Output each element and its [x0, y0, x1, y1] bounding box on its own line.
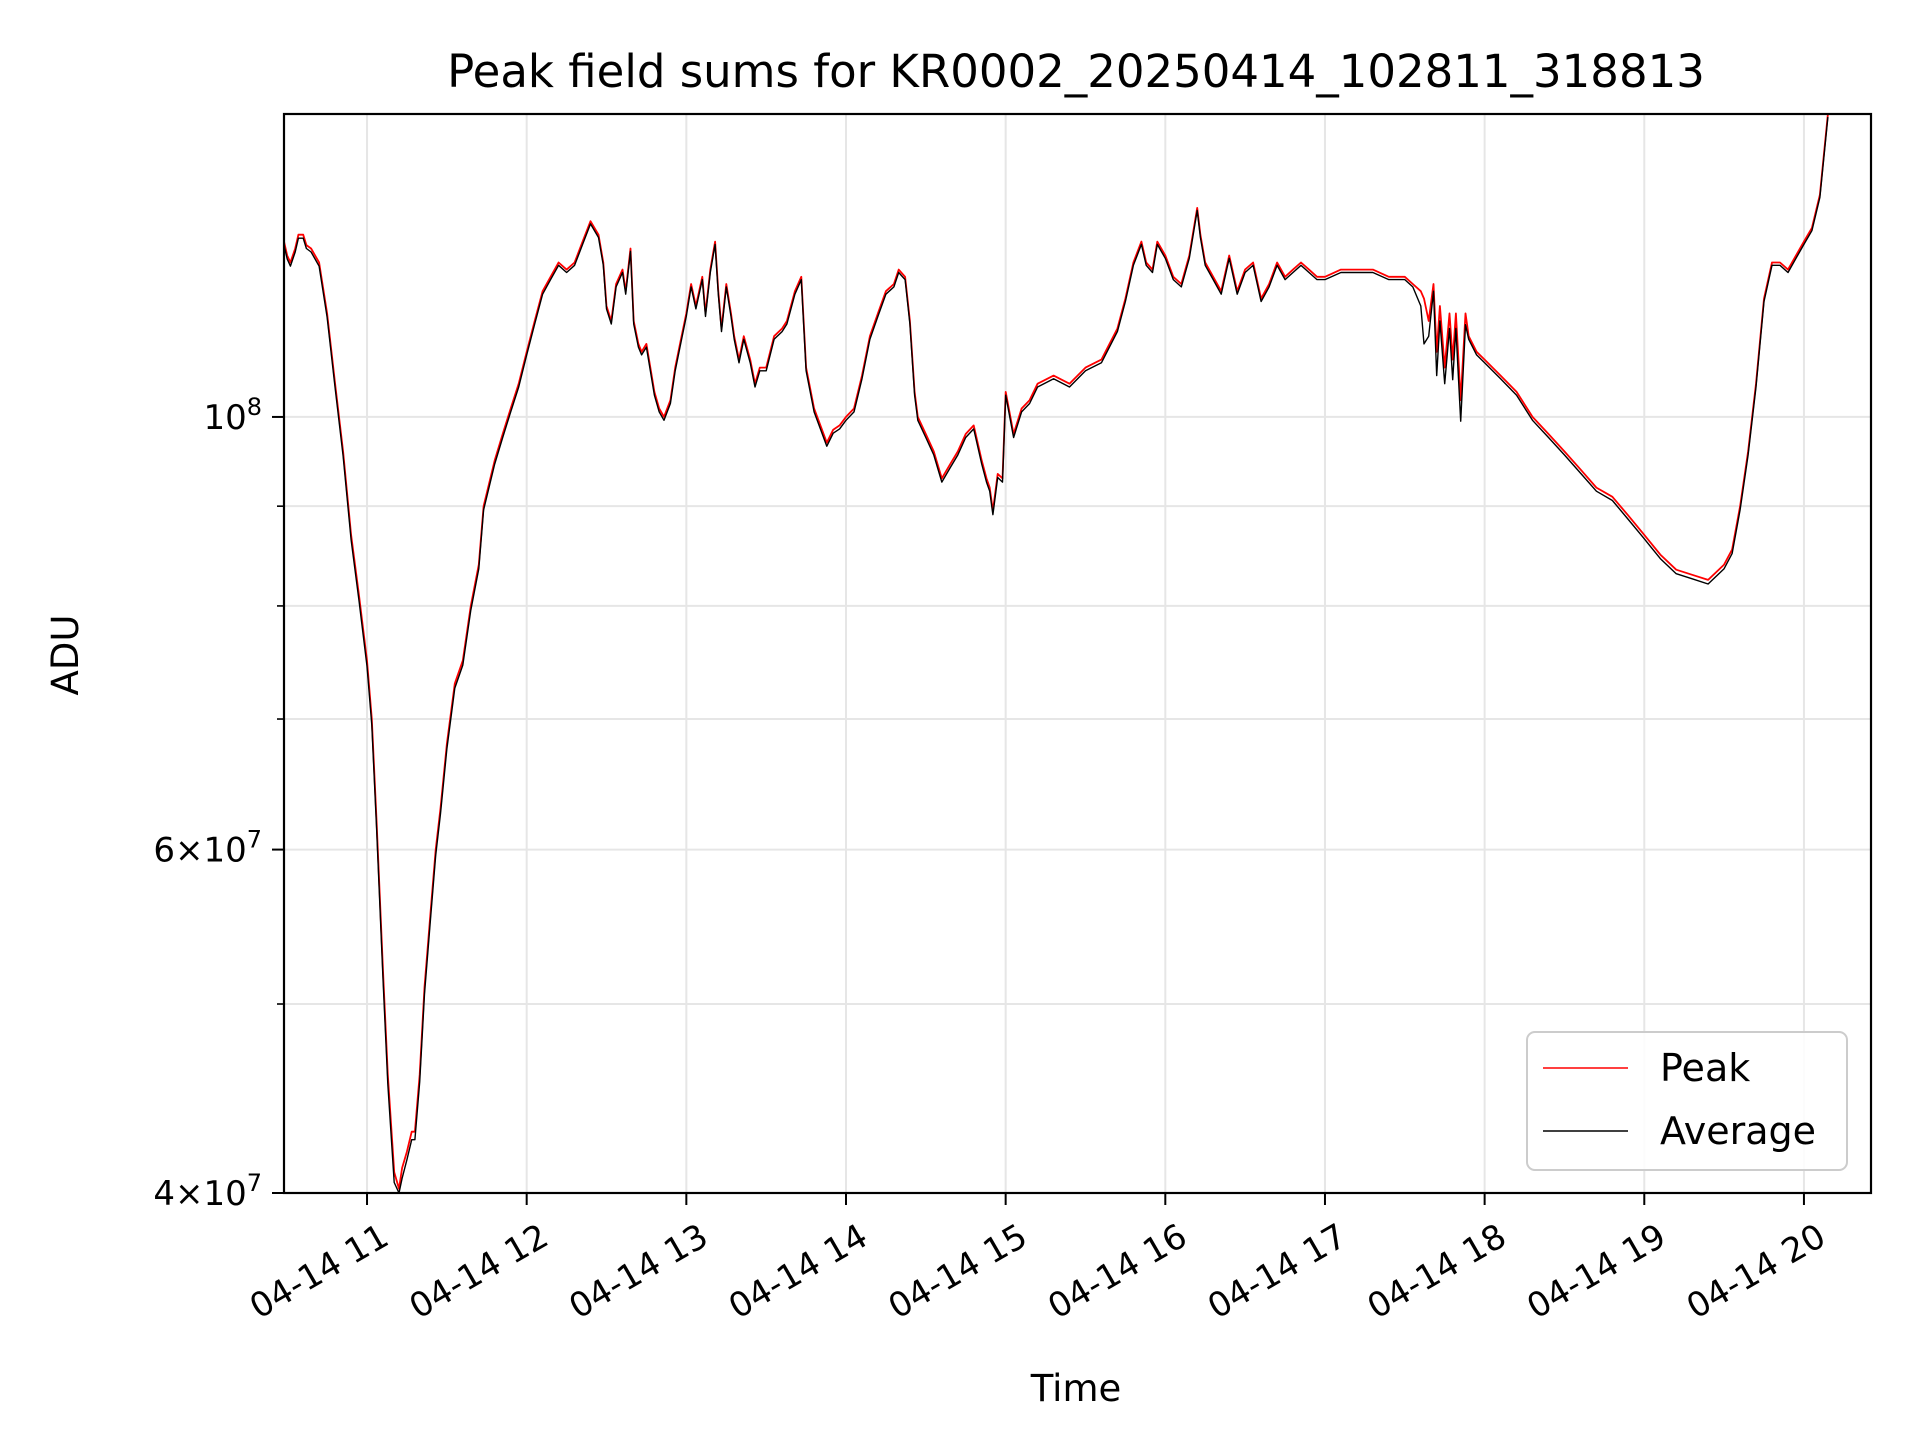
legend: Peak Average — [1526, 1031, 1848, 1171]
series-layer — [283, 113, 1829, 1194]
x-axis-label: Time — [1030, 1367, 1122, 1410]
legend-label-peak: Peak — [1660, 1046, 1750, 1090]
legend-label-average: Average — [1660, 1109, 1816, 1153]
legend-box — [1526, 1031, 1848, 1171]
plot-frame — [282, 112, 1873, 1195]
y-tick-label: 108 — [203, 393, 262, 438]
y-tick-label: 6×107 — [153, 826, 262, 871]
y-tick-label: 4×107 — [153, 1169, 262, 1214]
series-line-average — [283, 116, 1829, 1194]
chart-title: Peak field sums for KR0002_20250414_1028… — [447, 45, 1705, 98]
y-axis: 4×107 6×107 108 — [153, 393, 284, 1214]
y-axis-label: ADU — [44, 615, 87, 696]
